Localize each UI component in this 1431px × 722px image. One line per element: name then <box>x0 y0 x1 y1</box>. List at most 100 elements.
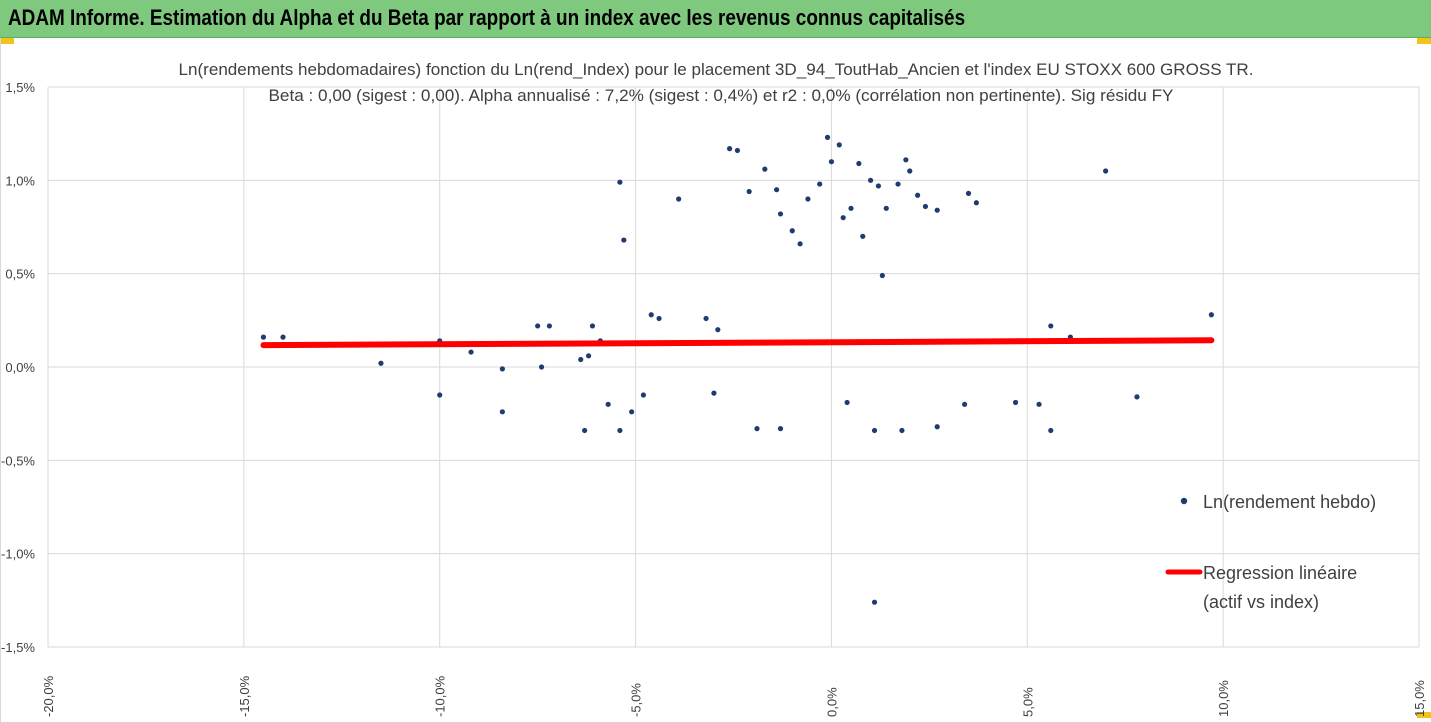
data-point <box>840 215 846 221</box>
data-point <box>582 427 588 434</box>
y-tick-label: -1,0% <box>1 547 35 562</box>
chart-subtitle: Beta : 0,00 (sigest : 0,00). Alpha annua… <box>269 86 1174 105</box>
scatter-chart: Ln(rendements hebdomadaires) fonction du… <box>1 60 1427 717</box>
data-point <box>499 409 505 415</box>
data-point <box>1036 401 1042 407</box>
data-point <box>871 427 878 434</box>
data-point <box>754 426 760 432</box>
data-point <box>535 323 541 329</box>
data-point <box>805 196 811 202</box>
legend-regression-label-1: Regression linéaire <box>1203 563 1357 583</box>
corner-marker-left <box>0 38 14 44</box>
data-point <box>640 392 647 398</box>
chart-title: Ln(rendements hebdomadaires) fonction du… <box>179 60 1254 79</box>
data-point <box>589 323 596 329</box>
data-point <box>828 159 835 165</box>
legend-scatter-label: Ln(rendement hebdo) <box>1203 492 1376 512</box>
data-point <box>734 147 741 154</box>
data-point <box>621 237 627 243</box>
data-point <box>922 203 929 210</box>
data-point <box>797 241 803 247</box>
data-point <box>856 160 862 167</box>
chart-area: Ln(rendements hebdomadaires) fonction du… <box>0 38 1431 722</box>
data-point <box>280 334 286 340</box>
legend-regression-label-2: (actif vs index) <box>1203 592 1319 612</box>
x-tick-label: -10,0% <box>433 675 448 717</box>
x-tick-label: 10,0% <box>1216 680 1231 717</box>
data-point <box>538 364 545 370</box>
data-point <box>378 360 384 366</box>
data-point <box>1134 394 1140 400</box>
data-point <box>585 353 592 359</box>
data-point <box>1103 168 1109 174</box>
data-point <box>903 157 909 163</box>
data-point <box>617 179 623 185</box>
data-point <box>871 599 878 605</box>
data-point <box>703 315 709 322</box>
data-point <box>676 196 682 202</box>
data-point <box>907 168 913 174</box>
data-point <box>965 190 972 196</box>
x-tick-label: -5,0% <box>629 683 644 717</box>
y-tick-label: -0,5% <box>1 453 35 468</box>
x-tick-label: -20,0% <box>41 675 56 717</box>
data-point <box>848 205 854 211</box>
data-point <box>883 205 889 211</box>
legend-scatter-marker <box>1180 497 1188 505</box>
data-point <box>973 200 979 206</box>
y-axis-ticks: 1,5% 1,0% 0,5% 0,0% -0,5% -1,0% -1,5% <box>1 80 35 655</box>
data-point <box>605 401 611 407</box>
data-point <box>726 146 733 152</box>
data-point <box>499 366 505 372</box>
data-point <box>437 392 443 398</box>
data-point <box>777 426 784 432</box>
data-point <box>1208 312 1214 318</box>
data-point <box>817 181 823 187</box>
data-point <box>962 401 968 407</box>
y-tick-label: 0,5% <box>5 267 35 282</box>
x-tick-label: -15,0% <box>237 675 252 717</box>
data-point <box>879 272 885 279</box>
data-point <box>260 334 267 340</box>
report-banner: ADAM Informe. Estimation du Alpha et du … <box>0 0 1431 38</box>
y-tick-label: 1,0% <box>5 173 35 188</box>
data-point <box>789 228 795 234</box>
data-points <box>260 134 1214 605</box>
corner-marker-right <box>1417 38 1431 44</box>
x-tick-label: 15,0% <box>1412 680 1427 717</box>
regression-line-group <box>260 337 1215 349</box>
regression-line <box>260 337 1215 349</box>
data-point <box>1048 323 1054 329</box>
corner-marker-bottom-right <box>1417 712 1431 718</box>
data-point <box>777 211 784 217</box>
data-point <box>934 207 940 213</box>
y-tick-label: -1,5% <box>1 640 35 655</box>
chart-titles: Ln(rendements hebdomadaires) fonction du… <box>179 60 1254 105</box>
data-point <box>715 327 721 333</box>
y-tick-label: 1,5% <box>5 80 35 95</box>
report-title: ADAM Informe. Estimation du Alpha et du … <box>8 5 966 30</box>
data-point <box>868 177 874 183</box>
data-point <box>546 323 552 329</box>
data-point <box>629 409 635 415</box>
data-point <box>899 427 905 434</box>
data-point <box>468 349 474 355</box>
data-point <box>1012 399 1019 406</box>
data-point <box>711 390 717 396</box>
data-point <box>656 315 662 322</box>
x-axis-ticks: -20,0% -15,0% -10,0% -5,0% 0,0% 5,0% 10,0% 15,0… <box>41 675 1427 717</box>
legend: Ln(rendement hebdo) Regression linéaire … <box>1165 492 1376 612</box>
data-point <box>578 356 584 363</box>
data-point <box>746 188 752 195</box>
x-tick-label: 0,0% <box>824 687 839 717</box>
data-point <box>875 183 882 189</box>
data-point <box>648 312 654 318</box>
data-point <box>836 142 842 148</box>
data-point <box>895 181 901 187</box>
data-point <box>1048 427 1054 434</box>
data-point <box>934 424 940 430</box>
data-point <box>762 166 768 172</box>
data-point <box>824 134 831 140</box>
data-point <box>860 233 866 239</box>
data-point <box>773 187 780 193</box>
